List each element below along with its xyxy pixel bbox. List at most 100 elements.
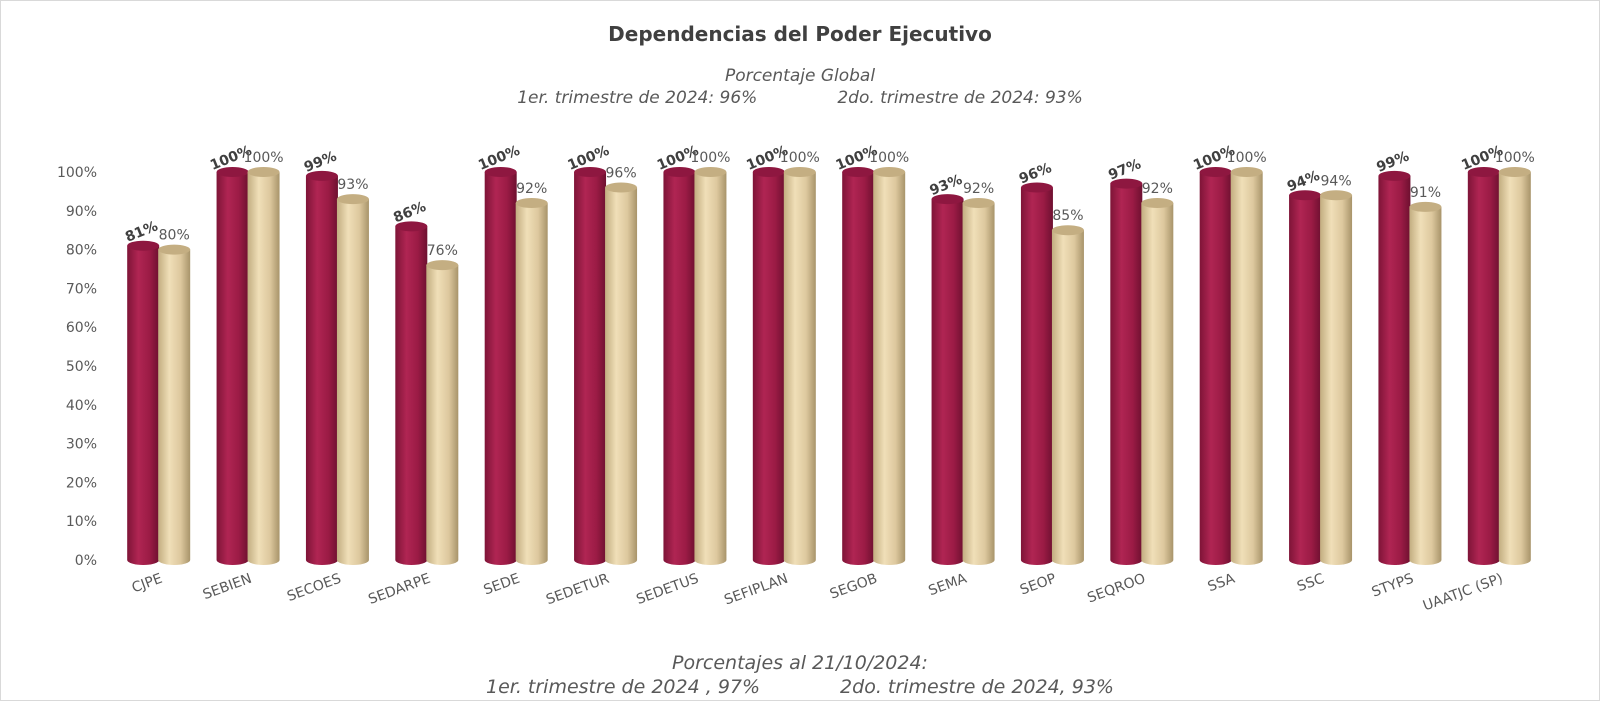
- bar-body: [663, 172, 696, 565]
- subtitle-q2: 2do. trimestre de 2024: 93%: [837, 88, 1083, 108]
- x-category-label: SEOP: [1018, 571, 1058, 599]
- y-axis: 0% 10% 20% 30% 40% 50% 60% 70% 80% 90% 100%: [57, 165, 97, 569]
- data-label: 96%: [606, 166, 637, 182]
- bar-body: [1141, 203, 1174, 566]
- x-axis: CJPE SEBIEN SECOES SEDARPE SEDE SEDETUR SEDETU…: [130, 571, 1505, 615]
- bar-body: [1498, 172, 1531, 565]
- bar-body: [1020, 187, 1053, 565]
- bar-top: [216, 167, 249, 177]
- bar-top: [127, 240, 160, 251]
- data-label: 93%: [337, 177, 368, 193]
- bar-top: [1110, 178, 1143, 189]
- bar-q1-seqroo: [1110, 178, 1143, 565]
- bar-q2-seop: [1051, 225, 1084, 565]
- bar-q1-sema: [931, 194, 964, 565]
- data-label: 100%: [869, 150, 909, 166]
- bar-body: [1199, 172, 1232, 565]
- bar-q1-sede: [484, 167, 517, 565]
- bar-body: [574, 172, 607, 565]
- x-category-label: SEGOB: [828, 571, 880, 603]
- bar-top: [783, 167, 816, 177]
- bar-body: [931, 199, 964, 565]
- data-label: 76%: [427, 243, 458, 259]
- bar-top: [663, 167, 696, 177]
- bar-top: [1320, 190, 1353, 201]
- x-category-label: SEQROO: [1085, 571, 1147, 607]
- bar-top: [515, 198, 548, 209]
- data-label: 100%: [244, 150, 284, 166]
- bar-q1-uaatjc-sp-: [1467, 167, 1500, 565]
- bar-top: [426, 260, 459, 271]
- chart-subtitle-quarters: 1er. trimestre de 2024: 96% 2do. trimestr…: [0, 88, 1600, 108]
- bar-top: [484, 167, 517, 177]
- x-category-label: SSA: [1206, 571, 1238, 596]
- bar-q2-cjpe: [158, 244, 191, 565]
- x-category-label: CJPE: [130, 571, 165, 597]
- bar-q2-sede: [515, 198, 548, 566]
- data-label: 94%: [1321, 173, 1352, 189]
- bar-q1-sefiplan: [752, 167, 785, 565]
- bar-q2-ssa: [1230, 167, 1263, 565]
- bar-body: [1320, 195, 1353, 565]
- x-category-label: SEDETUS: [634, 571, 701, 608]
- data-label: 85%: [1052, 208, 1083, 224]
- x-category-label: SEMA: [926, 571, 969, 600]
- x-category-label: SEBIEN: [201, 571, 254, 603]
- bar-body: [842, 172, 875, 565]
- bar-top: [1409, 201, 1442, 212]
- bar-top: [752, 167, 785, 177]
- bar-top: [305, 170, 338, 181]
- bar-q2-sefiplan: [783, 167, 816, 565]
- data-label: 92%: [963, 181, 994, 197]
- bars: [127, 167, 1531, 566]
- data-label: 92%: [1142, 181, 1173, 197]
- bar-top: [1498, 167, 1531, 177]
- y-tick-label: 30%: [66, 437, 97, 453]
- bar-top: [1378, 170, 1411, 181]
- bar-q1-ssa: [1199, 167, 1232, 565]
- subtitle-q1: 1er. trimestre de 2024: 96%: [517, 88, 758, 108]
- bar-top: [842, 167, 875, 177]
- y-tick-label: 0%: [75, 553, 97, 569]
- bar-body: [1110, 183, 1143, 565]
- bar-body: [515, 203, 548, 566]
- bar-body: [783, 172, 816, 565]
- bar-q2-ssc: [1320, 190, 1353, 565]
- bar-q2-secoes: [336, 194, 369, 565]
- bar-q2-seqroo: [1141, 198, 1174, 566]
- y-tick-label: 50%: [66, 359, 97, 375]
- bar-body: [305, 175, 338, 565]
- bar-body: [1409, 206, 1442, 566]
- x-category-label: SEDARPE: [366, 571, 432, 608]
- bar-q2-sebien: [247, 167, 280, 565]
- bar-body: [1289, 195, 1322, 565]
- x-category-label: SSC: [1295, 571, 1327, 596]
- bar-body: [247, 172, 280, 565]
- bar-q1-secoes: [305, 170, 338, 565]
- data-label: 100%: [1495, 150, 1535, 166]
- bar-body: [1051, 230, 1084, 565]
- bar-body: [395, 226, 428, 565]
- bar-body: [873, 172, 906, 565]
- bar-body: [694, 172, 727, 565]
- bar-body: [158, 249, 191, 565]
- data-label: 92%: [516, 181, 547, 197]
- bar-body: [1467, 172, 1500, 565]
- bar-body: [1230, 172, 1263, 565]
- bar-q1-sedetur: [574, 167, 607, 565]
- chart-title: Dependencias del Poder Ejecutivo: [608, 22, 992, 46]
- bar-q2-sedarpe: [426, 260, 459, 565]
- bar-top: [931, 194, 964, 205]
- x-category-label: SEDETUR: [544, 571, 612, 609]
- bar-top: [1230, 167, 1263, 177]
- footer-q2: 2do. trimestre de 2024, 93%: [840, 676, 1114, 698]
- y-tick-label: 40%: [66, 398, 97, 414]
- y-tick-label: 70%: [66, 281, 97, 297]
- bar-q1-cjpe: [127, 240, 160, 565]
- bar-body: [752, 172, 785, 565]
- bar-top: [605, 182, 638, 193]
- footer-heading: Porcentajes al 21/10/2024:: [672, 652, 928, 674]
- bar-top: [1289, 190, 1322, 201]
- bar-top: [158, 244, 191, 255]
- bar-q1-sebien: [216, 167, 249, 565]
